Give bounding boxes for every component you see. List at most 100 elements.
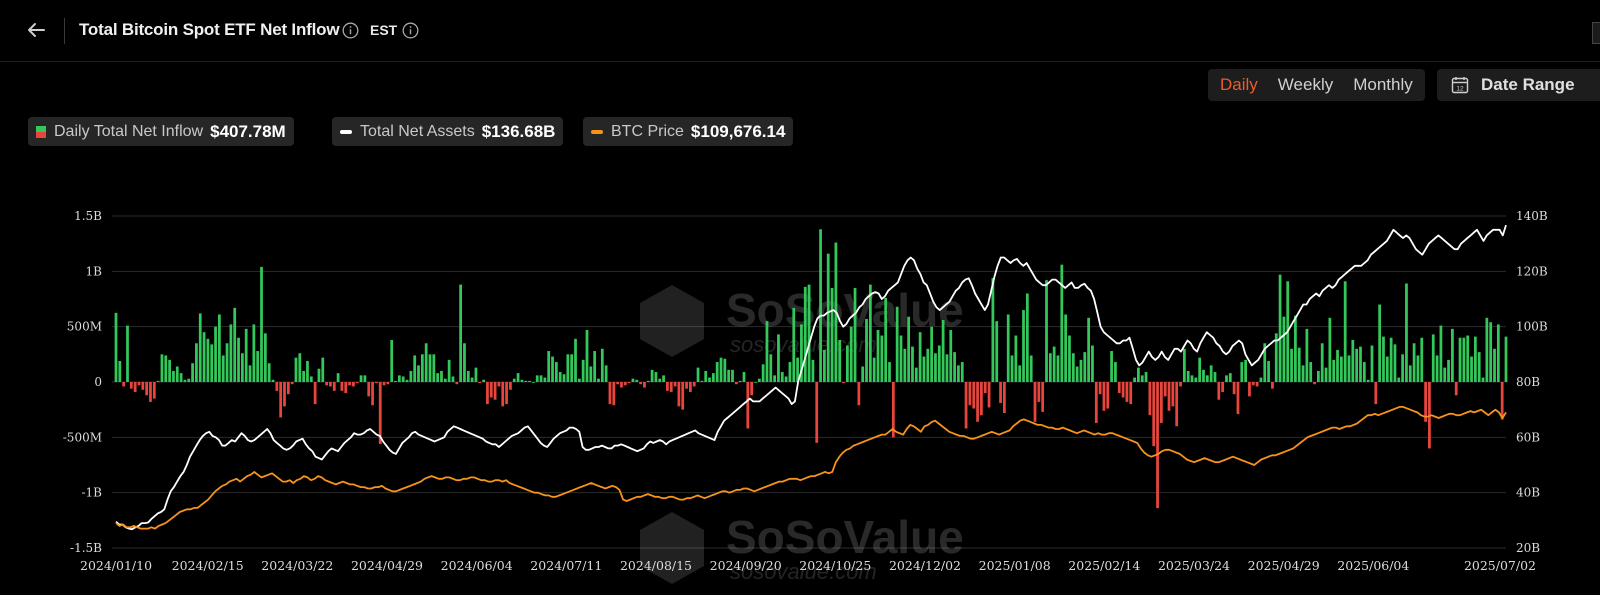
outflow-bar xyxy=(669,382,673,392)
inflow-bar xyxy=(263,333,267,382)
outflow-bar xyxy=(486,382,489,405)
inflow-bar xyxy=(218,314,221,382)
inflow-bar xyxy=(1133,377,1136,382)
x-tick-label: 2024/01/10 xyxy=(80,558,152,573)
left-tick-label: 500M xyxy=(67,320,102,334)
left-tick-label: 1.5B xyxy=(74,209,102,223)
inflow-bar xyxy=(922,356,926,382)
inflow-bar xyxy=(168,359,171,382)
inflow-bar xyxy=(1458,337,1462,382)
inflow-bar xyxy=(1462,337,1466,382)
inflow-bar xyxy=(1025,293,1029,382)
inflow-bar xyxy=(1481,377,1485,382)
inflow-bar xyxy=(907,316,911,382)
inflow-bar xyxy=(1451,328,1454,382)
outflow-bar xyxy=(1106,382,1110,409)
inflow-bar xyxy=(298,353,302,382)
inflow-bar xyxy=(934,353,937,382)
outflow-bar xyxy=(501,382,505,407)
back-arrow-icon[interactable] xyxy=(24,18,48,42)
info-icon[interactable] xyxy=(342,22,359,39)
legend-value: $407.78M xyxy=(210,121,286,141)
inflow-bar xyxy=(1401,354,1404,382)
inflow-bar xyxy=(1408,365,1412,382)
inflow-bar xyxy=(1083,352,1087,382)
legend-value: $109,676.14 xyxy=(690,121,786,141)
inflow-bar xyxy=(853,287,857,382)
legend-label: Daily Total Net Inflow xyxy=(54,122,204,140)
date-range-button[interactable]: 12 Date Range xyxy=(1437,69,1600,101)
outflow-bar xyxy=(378,382,382,444)
inflow-bar xyxy=(516,373,520,382)
inflow-bar xyxy=(1029,355,1033,382)
inflow-bar xyxy=(221,355,225,382)
legend-net-inflow[interactable]: Daily Total Net Inflow $407.78M xyxy=(28,117,294,146)
inflow-bar xyxy=(520,379,524,382)
inflow-bar xyxy=(1493,348,1496,382)
inflow-bar xyxy=(1489,322,1493,382)
outflow-bar xyxy=(608,382,612,405)
inflow-bar xyxy=(1186,370,1190,382)
legend-net-assets[interactable]: Total Net Assets $136.68B xyxy=(332,117,564,146)
inflow-bar xyxy=(1366,379,1370,382)
inflow-bar xyxy=(1485,317,1489,382)
inflow-bar xyxy=(991,277,995,382)
inflow-bar xyxy=(1205,375,1209,382)
inflow-bar xyxy=(662,375,665,382)
timezone-info-icon[interactable] xyxy=(402,22,419,39)
inflow-bar xyxy=(819,229,822,382)
inflow-bar xyxy=(126,325,129,382)
inflow-bar xyxy=(1068,335,1071,382)
share-icon[interactable] xyxy=(1592,22,1600,44)
inflow-bar xyxy=(773,375,776,382)
header-divider xyxy=(64,18,65,44)
outflow-bar xyxy=(1033,382,1037,422)
outflow-bar xyxy=(689,382,692,392)
inflow-bar xyxy=(830,287,834,382)
inflow-bar xyxy=(1294,315,1297,382)
outflow-bar xyxy=(964,382,968,429)
inflow-bar xyxy=(271,379,275,382)
inflow-bar xyxy=(214,326,217,382)
outflow-bar xyxy=(1313,382,1316,385)
inflow-bar xyxy=(754,382,757,383)
inflow-bar xyxy=(1263,343,1267,382)
tab-monthly[interactable]: Monthly xyxy=(1353,75,1413,94)
timezone-label: EST xyxy=(370,22,398,38)
inflow-bar xyxy=(914,367,918,382)
outflow-bar xyxy=(983,382,987,394)
inflow-bar xyxy=(654,372,658,382)
inflow-bar xyxy=(1010,355,1014,382)
tab-daily[interactable]: Daily xyxy=(1220,75,1258,94)
inflow-bar xyxy=(1496,324,1500,382)
inflow-bar xyxy=(597,378,600,382)
inflow-bar xyxy=(198,313,202,382)
inflow-bar xyxy=(240,353,244,382)
right-axis: 140B 120B 100B 80B 60B 40B 20B xyxy=(1516,209,1548,555)
inflow-bar xyxy=(179,373,183,382)
inflow-bar xyxy=(1309,362,1313,382)
inflow-bar xyxy=(1274,333,1278,382)
inflow-bar xyxy=(1420,337,1424,382)
legend-btc-price[interactable]: BTC Price $109,676.14 xyxy=(583,117,794,146)
inflow-bar xyxy=(1343,281,1347,382)
inflow-bar xyxy=(1087,317,1090,382)
right-tick-label: 40B xyxy=(1516,486,1540,500)
inflow-bar xyxy=(738,380,742,382)
left-tick-label: -1.5B xyxy=(70,541,102,555)
x-tick-label: 2025/03/24 xyxy=(1158,558,1230,573)
inflow-bar xyxy=(757,378,761,382)
grid-lines xyxy=(112,215,1506,549)
inflow-bar xyxy=(321,357,325,382)
x-tick-label: 2025/01/08 xyxy=(979,558,1051,573)
inflow-bar xyxy=(1290,348,1293,382)
outflow-bar xyxy=(367,382,371,397)
watermark-url: sosovalue.com xyxy=(730,559,877,584)
right-tick-label: 120B xyxy=(1516,264,1548,278)
inflow-bar xyxy=(1114,362,1117,382)
outflow-bar xyxy=(677,382,681,407)
tab-weekly[interactable]: Weekly xyxy=(1277,75,1334,94)
inflow-bar xyxy=(1332,359,1336,382)
inflow-bar xyxy=(420,354,424,382)
inflow-bar xyxy=(903,348,907,382)
